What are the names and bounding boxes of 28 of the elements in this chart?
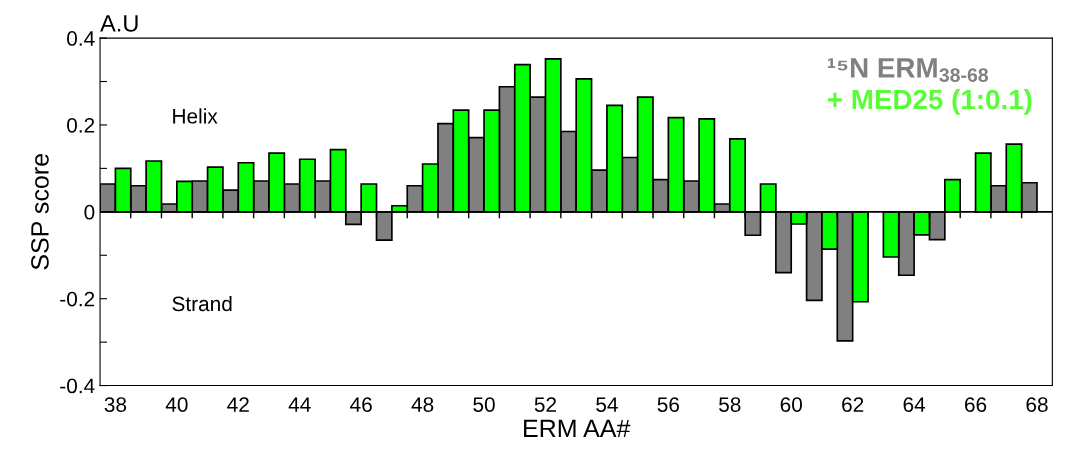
x-tick-label: 48 [411, 397, 434, 412]
x-tick-label: 58 [719, 397, 741, 412]
y-tick-label: 0.4 [67, 31, 95, 46]
y-tick-label: -0.4 [60, 378, 95, 394]
x-tick-label: 38 [104, 397, 127, 412]
x-tick-label: 44 [288, 397, 311, 412]
x-tick-label: 62 [842, 397, 864, 412]
x-axis-title: ERM AA# [524, 419, 631, 437]
x-tick-label: 50 [473, 397, 495, 412]
text: A.U [100, 15, 138, 32]
x-tick-label: 56 [657, 397, 680, 412]
y-tick-label: 0.2 [67, 117, 95, 133]
x-tick-label: 60 [780, 397, 802, 412]
x-tick-label: 42 [227, 397, 249, 412]
text: ¹⁵N ERM$_{38-68}$ [827, 58, 989, 83]
series-label: + MED25 (1:0.1) [827, 88, 1032, 115]
x-tick-label: 40 [165, 397, 188, 412]
y-tick-label: 0 [84, 204, 95, 220]
x-tick-label: 64 [903, 397, 926, 412]
x-tick-label: 52 [534, 397, 557, 412]
y-axis-title: SSP score [31, 154, 49, 270]
y-tick-label: -0.2 [60, 291, 95, 307]
annotation: Strand [172, 295, 232, 312]
x-tick-label: 68 [1026, 397, 1048, 412]
x-tick-label: 66 [965, 397, 987, 412]
x-tick-label: 46 [350, 397, 372, 412]
x-tick-label: 54 [596, 397, 618, 412]
annotation: Helix [173, 108, 218, 124]
